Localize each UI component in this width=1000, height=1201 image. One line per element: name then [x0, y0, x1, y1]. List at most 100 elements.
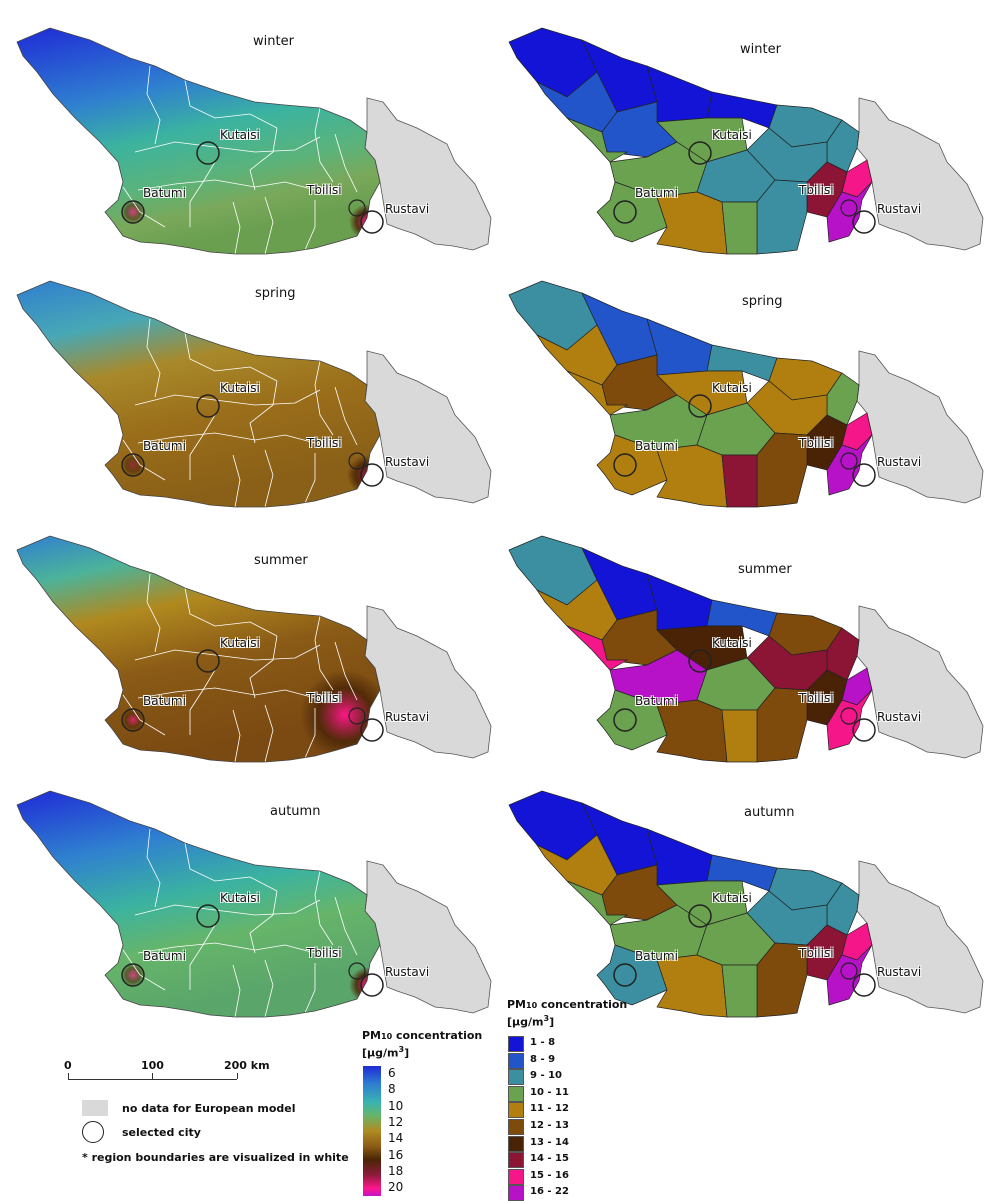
selected-city-circle	[348, 452, 366, 470]
continuous-legend-tick: 14	[388, 1131, 404, 1146]
class-label: 12 - 13	[530, 1120, 569, 1131]
continuous-legend-tick: 8	[388, 1082, 396, 1097]
continuous-legend-tick: 10	[388, 1098, 404, 1113]
continuous-legend-tick: 16	[388, 1147, 404, 1162]
region-polygon	[721, 454, 758, 508]
map-panel-spring-continuous: spring Kutaisi Batumi Tbilisi Rustavi	[15, 275, 495, 515]
region-polygon	[566, 880, 629, 926]
region-polygon	[706, 854, 778, 892]
region-boundary	[334, 386, 358, 446]
selected-city-circle	[688, 904, 712, 928]
selected-city-circle	[348, 707, 366, 725]
concentration-surface	[17, 791, 380, 1017]
selected-city-circle	[688, 649, 712, 673]
selected-city-circle	[121, 963, 145, 987]
region-boundary	[264, 959, 274, 1018]
city-label-rustavi: Rustavi	[385, 455, 430, 469]
region-polygon	[826, 434, 873, 496]
class-label: 15 - 16	[530, 1169, 569, 1181]
region-boundary	[249, 890, 278, 954]
map-winter-continuous	[16, 27, 492, 255]
selected-city-circle	[196, 141, 220, 165]
city-label-batumi: Batumi	[635, 186, 678, 200]
region-boundary	[232, 201, 241, 255]
region-boundary	[264, 704, 274, 763]
map-spring-classified	[508, 280, 984, 508]
region-boundary	[122, 186, 166, 228]
class-label: 14 - 15	[530, 1153, 569, 1165]
no-data-area	[856, 605, 984, 759]
city-label-rustavi: Rustavi	[385, 202, 430, 216]
map-panel-autumn-classified: autumn Kutaisi Batumi Tbilisi Rustavi	[507, 785, 987, 1025]
season-title: summer	[254, 553, 308, 568]
region-boundary	[304, 708, 316, 759]
region-boundary	[122, 949, 166, 991]
no-data-swatch	[82, 1100, 108, 1116]
selected-city-circle	[840, 199, 858, 217]
region-boundary	[134, 899, 321, 916]
no-data-area	[364, 860, 492, 1014]
city-label-kutaisi: Kutaisi	[712, 891, 752, 905]
region-boundary	[314, 107, 334, 183]
city-label-batumi: Batumi	[635, 439, 678, 453]
selected-city-circle	[688, 394, 712, 418]
region-boundary	[314, 615, 334, 691]
continuous-color-ramp	[363, 1066, 381, 1196]
selected-city-circle	[360, 463, 384, 487]
city-label-kutaisi: Kutaisi	[712, 636, 752, 650]
city-label-tbilisi: Tbilisi	[799, 436, 834, 450]
class-swatch	[508, 1185, 524, 1201]
selected-city-circle	[852, 463, 876, 487]
season-title: winter	[740, 42, 781, 57]
selected-city-circle	[121, 708, 145, 732]
city-label-batumi: Batumi	[143, 949, 186, 963]
no-data-label: no data for European model	[122, 1102, 296, 1115]
region-polygon	[721, 709, 758, 763]
region-boundary	[249, 127, 278, 191]
selected-city-circle	[840, 962, 858, 980]
scale-label-200: 200 km	[224, 1059, 270, 1072]
map-spring-continuous	[16, 280, 492, 508]
continuous-legend-tick: 12	[388, 1114, 404, 1129]
region-boundary	[184, 332, 278, 382]
city-label-rustavi: Rustavi	[877, 710, 922, 724]
class-swatch	[508, 1036, 524, 1052]
season-title: winter	[253, 34, 294, 49]
region-polygon	[756, 942, 808, 1018]
region-boundary	[137, 942, 316, 954]
region-polygon	[826, 689, 873, 751]
region-boundary	[232, 454, 241, 508]
city-label-batumi: Batumi	[143, 439, 186, 453]
batumi-hotspot	[121, 453, 145, 477]
region-boundary	[146, 65, 161, 145]
map-panel-summer-continuous: summer Kutaisi Batumi Tbilisi Rustavi	[15, 530, 495, 770]
region-boundary	[304, 200, 316, 251]
selected-city-circle	[348, 962, 366, 980]
region-boundary	[122, 694, 166, 736]
tbilisi-hotspot	[349, 967, 380, 1003]
selected-city-circle	[121, 453, 145, 477]
region-boundary	[134, 389, 321, 406]
selected-city-circle	[360, 210, 384, 234]
selected-city-circle	[196, 394, 220, 418]
region-boundary	[134, 136, 321, 153]
region-polygon	[826, 181, 873, 243]
region-boundary	[249, 635, 278, 699]
scale-label-100: 100	[141, 1059, 164, 1072]
batumi-hotspot	[121, 963, 145, 987]
map-autumn-continuous	[16, 790, 492, 1018]
map-summer-continuous	[16, 535, 492, 763]
region-boundary	[264, 196, 274, 255]
region-polygon	[656, 699, 728, 763]
region-boundary	[249, 380, 278, 444]
city-label-batumi: Batumi	[635, 694, 678, 708]
tbilisi-hotspot	[347, 455, 380, 495]
city-label-kutaisi: Kutaisi	[712, 128, 752, 142]
region-boundary	[304, 963, 316, 1014]
concentration-surface	[17, 536, 380, 762]
region-polygon	[706, 91, 778, 129]
city-label-tbilisi: Tbilisi	[799, 691, 834, 705]
region-boundary	[122, 439, 166, 481]
selected-city-circle	[840, 707, 858, 725]
class-swatch	[508, 1085, 524, 1102]
